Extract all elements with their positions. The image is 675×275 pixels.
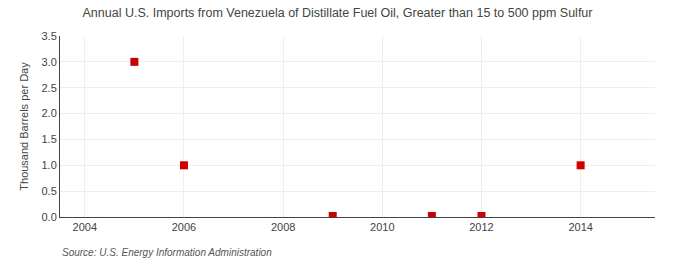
svg-text:2008: 2008: [271, 221, 295, 233]
svg-text:0.5: 0.5: [42, 185, 57, 197]
svg-text:Source: U.S. Energy Informatio: Source: U.S. Energy Information Administ…: [62, 247, 272, 258]
svg-text:2.5: 2.5: [42, 82, 57, 94]
svg-text:2012: 2012: [469, 221, 493, 233]
svg-text:1.5: 1.5: [42, 133, 57, 145]
svg-text:Thousand Barrels per Day: Thousand Barrels per Day: [18, 62, 30, 191]
svg-text:2.0: 2.0: [42, 107, 57, 119]
svg-text:2006: 2006: [172, 221, 196, 233]
svg-text:2004: 2004: [73, 221, 97, 233]
svg-text:Annual U.S. Imports from Venez: Annual U.S. Imports from Venezuela of Di…: [83, 6, 593, 20]
svg-text:0.0: 0.0: [42, 211, 57, 223]
svg-text:2014: 2014: [568, 221, 592, 233]
svg-text:2010: 2010: [370, 221, 394, 233]
svg-text:3.5: 3.5: [42, 30, 57, 42]
svg-text:3.0: 3.0: [42, 56, 57, 68]
svg-text:1.0: 1.0: [42, 159, 57, 171]
